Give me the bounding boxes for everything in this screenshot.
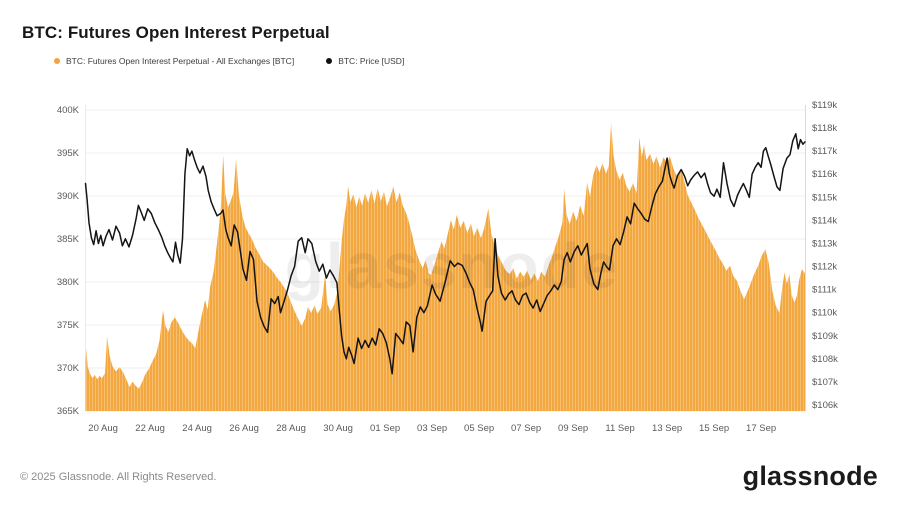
- svg-text:07 Sep: 07 Sep: [511, 423, 541, 434]
- svg-text:$108k: $108k: [812, 354, 838, 365]
- svg-text:$107k: $107k: [812, 377, 838, 388]
- svg-text:$111k: $111k: [812, 285, 837, 296]
- svg-text:$118k: $118k: [812, 123, 837, 134]
- price-line-series[interactable]: [84, 133, 806, 375]
- svg-text:400K: 400K: [57, 105, 80, 116]
- svg-text:13 Sep: 13 Sep: [652, 423, 682, 434]
- svg-text:395K: 395K: [57, 148, 80, 159]
- svg-text:380K: 380K: [57, 277, 80, 288]
- page-title: BTC: Futures Open Interest Perpetual: [22, 23, 330, 43]
- svg-text:$113k: $113k: [812, 239, 837, 250]
- svg-text:05 Sep: 05 Sep: [464, 423, 494, 434]
- svg-text:28 Aug: 28 Aug: [276, 423, 306, 434]
- legend-label-open-interest: BTC: Futures Open Interest Perpetual - A…: [66, 56, 295, 66]
- svg-text:17 Sep: 17 Sep: [746, 423, 776, 434]
- glassnode-logo[interactable]: glassnode: [742, 461, 878, 491]
- svg-text:385K: 385K: [57, 234, 80, 245]
- svg-text:370K: 370K: [57, 363, 80, 374]
- copyright-text: © 2025 Glassnode. All Rights Reserved.: [20, 471, 217, 483]
- svg-text:01 Sep: 01 Sep: [370, 423, 400, 434]
- svg-text:22 Aug: 22 Aug: [135, 423, 165, 434]
- open-interest-price-chart[interactable]: 400K395K390K385K380K375K370K365K$119k$11…: [0, 0, 900, 450]
- svg-text:$115k: $115k: [812, 192, 837, 203]
- svg-text:15 Sep: 15 Sep: [699, 423, 729, 434]
- svg-text:30 Aug: 30 Aug: [323, 423, 353, 434]
- svg-text:$117k: $117k: [812, 146, 837, 157]
- svg-text:$109k: $109k: [812, 331, 838, 342]
- svg-text:20 Aug: 20 Aug: [88, 423, 118, 434]
- svg-text:03 Sep: 03 Sep: [417, 423, 447, 434]
- left-axis-labels: 400K 395K 390K 385K 380K 375K 370K 365K: [57, 105, 80, 417]
- svg-text:$114k: $114k: [812, 215, 837, 226]
- legend-item-price[interactable]: BTC: Price [USD]: [326, 56, 404, 66]
- legend-label-price: BTC: Price [USD]: [338, 56, 405, 66]
- x-axis-labels: 20 Aug 22 Aug 24 Aug 26 Aug 28 Aug 30 Aug 01 S…: [88, 423, 776, 434]
- svg-text:$110k: $110k: [812, 308, 837, 319]
- svg-text:375K: 375K: [57, 320, 80, 331]
- glassnode-watermark: glassnode: [285, 230, 620, 302]
- chart-legend: BTC: Futures Open Interest Perpetual - A…: [54, 56, 404, 66]
- open-interest-area-series[interactable]: [85, 122, 806, 412]
- legend-dot-price-icon: [326, 58, 333, 64]
- svg-text:$112k: $112k: [812, 262, 837, 273]
- svg-text:365K: 365K: [57, 406, 80, 417]
- svg-text:09 Sep: 09 Sep: [558, 423, 588, 434]
- svg-text:24 Aug: 24 Aug: [182, 423, 212, 434]
- svg-text:$106k: $106k: [812, 400, 838, 411]
- right-axis-labels: $119k $118k $117k $116k $115k $114k $113k $112k…: [812, 100, 838, 411]
- svg-text:$116k: $116k: [812, 169, 837, 180]
- svg-text:26 Aug: 26 Aug: [229, 423, 259, 434]
- svg-text:$119k: $119k: [812, 100, 837, 111]
- legend-dot-open-interest-icon: [54, 58, 60, 64]
- svg-text:11 Sep: 11 Sep: [605, 423, 634, 434]
- legend-item-open-interest[interactable]: BTC: Futures Open Interest Perpetual - A…: [54, 56, 294, 66]
- svg-text:390K: 390K: [57, 191, 80, 202]
